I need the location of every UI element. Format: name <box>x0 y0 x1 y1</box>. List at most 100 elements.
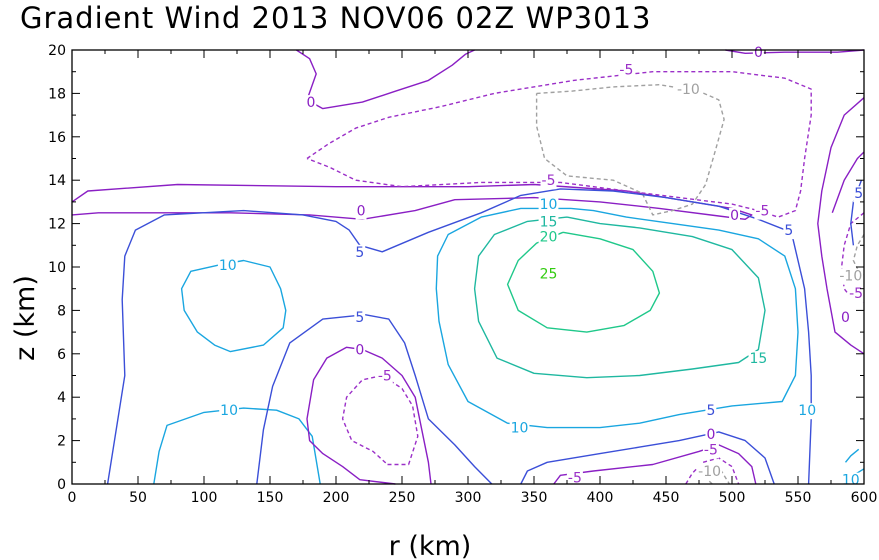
contour-line <box>153 407 321 485</box>
contour-label-mask <box>705 427 717 444</box>
y-tick-label: 8 <box>57 303 66 319</box>
contour-label: -10 <box>698 464 721 480</box>
y-tick-label: 16 <box>48 130 66 146</box>
contour-label-mask <box>697 464 723 480</box>
y-tick-label: 0 <box>57 477 66 493</box>
contour-label-mask <box>538 266 559 283</box>
chart-title: Gradient Wind 2013 NOV06 02Z WP3013 <box>20 1 651 35</box>
contour-label: -5 <box>568 471 582 487</box>
contour-label-mask <box>354 342 366 359</box>
x-tick-label: 0 <box>68 490 77 506</box>
contour-label: -5 <box>378 369 392 385</box>
contour-line <box>535 84 725 216</box>
contour-label: 15 <box>749 351 767 367</box>
x-tick-label: 500 <box>719 490 746 506</box>
contour-line <box>506 231 661 333</box>
contour-label: 10 <box>220 403 238 419</box>
contour-line <box>817 97 865 355</box>
contour-label-mask <box>566 470 583 487</box>
contour-label-mask <box>219 403 239 420</box>
contour-line <box>180 259 287 353</box>
contour-label-mask <box>840 472 861 489</box>
contour-label-mask <box>853 186 865 203</box>
contour-label: 5 <box>854 186 863 202</box>
x-axis-label: r (km) <box>389 531 472 560</box>
contour-label-mask <box>538 197 559 214</box>
contour-label: 5 <box>355 245 364 261</box>
contour-line <box>306 346 432 485</box>
contour-label: 5 <box>355 310 364 326</box>
x-tick-label: 100 <box>191 490 218 506</box>
x-axis-ticks: 0 50 100 150 200 250 300 350 400 450 500 550 600 <box>68 50 878 506</box>
x-tick-label: 200 <box>323 490 350 506</box>
contour-label: 25 <box>540 267 558 283</box>
contour-label: 0 <box>706 427 715 443</box>
contour-label: -5 <box>542 173 556 189</box>
contour-label: -5 <box>755 204 769 220</box>
contour-label: 0 <box>754 45 763 61</box>
contour-label: 10 <box>540 197 558 213</box>
contour-label: 5 <box>784 223 793 239</box>
contour-label-mask <box>838 268 864 285</box>
contour-label-mask <box>354 309 366 326</box>
contour-label: 5 <box>706 403 715 419</box>
contour-label-mask <box>702 442 719 459</box>
contour-labels: 0-5-100-50 0 -551015202510550-51510101050-… <box>217 45 865 489</box>
x-tick-label: 50 <box>129 490 147 506</box>
contour-label: 10 <box>511 421 529 437</box>
contour-label: -5 <box>704 442 718 458</box>
contour-label: 0 <box>841 310 850 326</box>
contour-label-mask <box>797 403 818 420</box>
contour-label: -5 <box>849 286 863 302</box>
contour-label: -5 <box>619 63 633 79</box>
y-tick-label: 6 <box>57 347 66 363</box>
contour-label-mask <box>217 257 238 274</box>
y-tick-label: 12 <box>48 217 66 233</box>
y-tick-label: 2 <box>57 434 66 450</box>
contour-label-mask <box>354 244 366 261</box>
y-tick-label: 10 <box>48 260 66 276</box>
contour-line <box>685 457 740 485</box>
contour-label: -10 <box>677 82 700 98</box>
x-tick-label: 550 <box>785 490 812 506</box>
contour-label: 10 <box>219 258 237 274</box>
y-tick-label: 18 <box>48 86 66 102</box>
x-tick-label: 150 <box>257 490 284 506</box>
contour-label: 0 <box>355 343 364 359</box>
contour-label-mask <box>748 351 769 368</box>
contour-line <box>435 207 799 429</box>
contour-label: 0 <box>730 208 739 224</box>
contour-label: 15 <box>540 214 558 230</box>
contour-line <box>341 374 419 466</box>
contour-lines <box>71 49 865 485</box>
contour-label: 10 <box>798 403 816 419</box>
x-tick-label: 450 <box>653 490 680 506</box>
contour-line <box>520 431 775 485</box>
contour-label-mask <box>618 62 635 79</box>
contour-line <box>844 448 860 463</box>
contour-label-mask <box>355 203 367 220</box>
contour-label: -10 <box>839 269 862 285</box>
contour-label-mask <box>676 82 701 99</box>
x-tick-label: 300 <box>455 490 482 506</box>
contour-line <box>473 216 766 379</box>
contour-label-mask <box>538 229 559 246</box>
y-axis-label: z (km) <box>10 275 41 361</box>
contour-label: 0 <box>357 204 366 220</box>
x-tick-label: 600 <box>851 490 878 506</box>
contour-label-mask <box>752 45 764 62</box>
x-tick-label: 250 <box>389 490 416 506</box>
contour-label-mask <box>729 207 740 224</box>
contour-label-mask <box>376 368 393 385</box>
contour-label-mask <box>783 223 795 240</box>
contour-line <box>296 49 475 110</box>
contour-line <box>306 71 812 218</box>
y-tick-label: 14 <box>48 173 66 189</box>
x-tick-label: 400 <box>587 490 614 506</box>
contour-label-mask <box>848 286 865 302</box>
contour-line <box>831 151 865 214</box>
contour-label: 20 <box>540 230 558 246</box>
contour-label: 10 <box>842 473 860 489</box>
y-tick-label: 20 <box>48 43 66 59</box>
